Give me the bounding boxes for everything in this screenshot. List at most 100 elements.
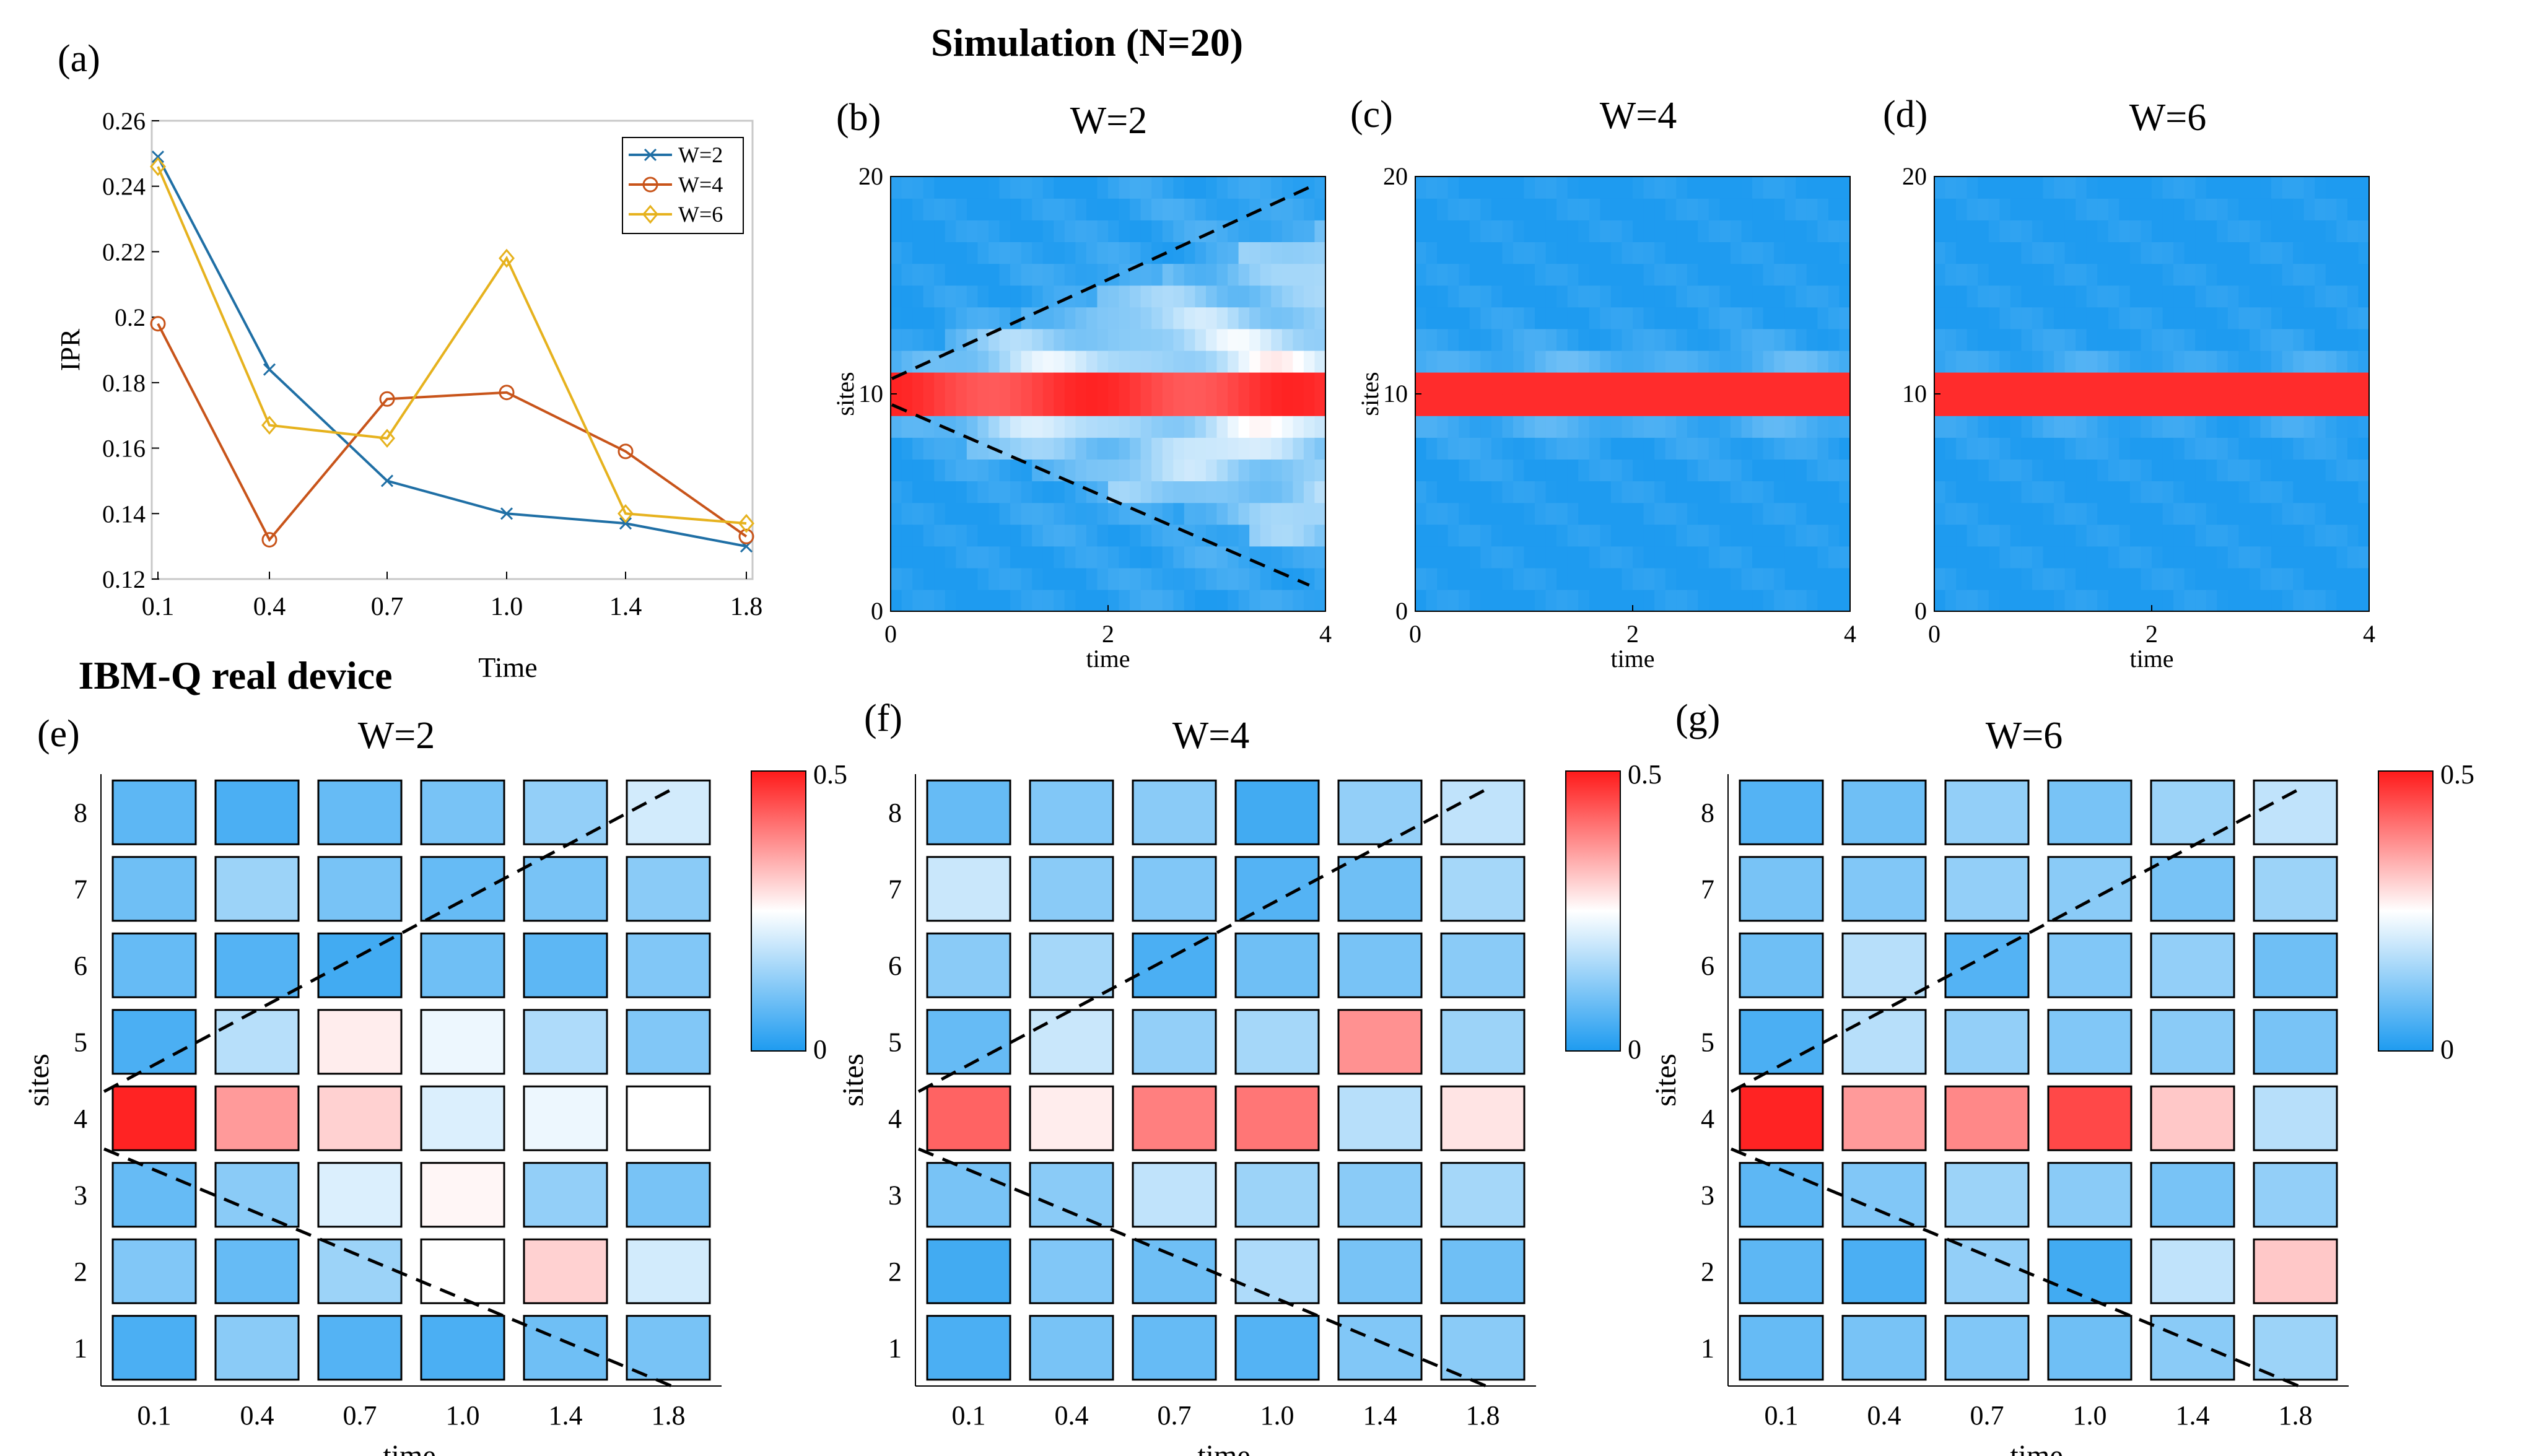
sim-heatmap-cell	[1687, 416, 1698, 438]
sim-heatmap-cell	[1249, 567, 1261, 590]
sim-heatmap-cell	[1271, 394, 1283, 416]
sim-heatmap-cell	[1238, 177, 1250, 199]
sim-heatmap-cell	[2217, 198, 2229, 220]
sim-heatmap-cell	[2119, 242, 2131, 264]
sim-heatmap-cell	[1228, 481, 1239, 503]
sim-heatmap-cell	[1447, 437, 1459, 460]
sim-heatmap-cell	[1513, 502, 1525, 525]
sim-heatmap-cell	[2260, 416, 2272, 438]
sim-heatmap-cell	[2238, 546, 2250, 569]
sim-heatmap-cell	[912, 567, 924, 590]
sim-heatmap-cell	[1459, 263, 1470, 286]
sim-heatmap-cell	[1173, 307, 1185, 329]
sim-heatmap-cell	[1097, 220, 1109, 242]
sim-heatmap-cell	[2141, 416, 2152, 438]
sim-heatmap-cell	[1415, 328, 1427, 351]
sim-heatmap-cell	[1665, 416, 1677, 438]
sim-heatmap-cell	[1303, 285, 1316, 308]
sim-heatmap-cell	[1988, 567, 2000, 590]
sim-heatmap-cell	[1934, 481, 1946, 503]
sim-heatmap-cell	[1130, 416, 1142, 438]
device-heatmap-cell	[2047, 779, 2133, 845]
sim-heatmap-cell	[1459, 198, 1470, 220]
sim-heatmap-cell	[1567, 350, 1579, 373]
sim-heatmap-cell	[2043, 372, 2054, 395]
sim-heatmap-cell	[1978, 394, 1989, 416]
sim-heatmap-cell	[2206, 242, 2217, 264]
sim-heatmap-cell	[1021, 242, 1032, 264]
sim-heatmap-cell	[1075, 177, 1087, 199]
sim-heatmap-cell	[1216, 350, 1228, 373]
light-cone-upper	[917, 788, 1487, 1093]
colorbar-max-label: 0.5	[2440, 759, 2474, 790]
sim-heatmap-cell	[1741, 394, 1753, 416]
sim-heatmap-cell	[1480, 589, 1492, 611]
sim-heatmap-cell	[1459, 242, 1470, 264]
sim-heatmap-cell	[1108, 546, 1120, 569]
device-heatmap-cell	[1337, 856, 1423, 922]
sim-heatmap-cell	[1524, 220, 1535, 242]
sim-heatmap-cell	[901, 394, 913, 416]
sim-heatmap-cell	[1643, 307, 1655, 329]
sim-heatmap-cell	[1999, 285, 2011, 308]
sim-heatmap-cell	[1839, 263, 1850, 286]
sim-heatmap-cell	[1075, 242, 1087, 264]
sim-heatmap-cell	[1741, 546, 1753, 569]
sim-heatmap-cell	[1622, 394, 1633, 416]
sim-heatmap-cell	[2249, 394, 2261, 416]
sim-heatmap-cell	[1643, 198, 1655, 220]
sim-heatmap-cell	[1600, 546, 1612, 569]
sim-heatmap-cell	[2206, 502, 2217, 525]
sim-heatmap-cell	[2325, 416, 2338, 438]
sim-heatmap-cell	[1610, 285, 1623, 308]
sim-heatmap-cell	[977, 220, 989, 242]
ipr-legend: W=2W=4W=6	[622, 137, 744, 234]
device-heatmap-cell	[1944, 1315, 2030, 1381]
sim-heatmap-cell	[1437, 459, 1449, 482]
sim-heatmap-cell	[2173, 502, 2185, 525]
sim-heatmap-cell	[1119, 502, 1130, 525]
sim-heatmap-cell	[891, 394, 902, 416]
sim-heatmap-cell	[1719, 350, 1731, 373]
sim-heatmap-cell	[1140, 263, 1152, 286]
sim-heatmap-cell	[1119, 394, 1130, 416]
sim-heatmap-cell	[1205, 589, 1218, 611]
sim-heatmap-cell	[1097, 437, 1109, 460]
sim-heatmap-cell	[2064, 567, 2076, 590]
sim-heatmap-cell	[1086, 220, 1098, 242]
device-y-tick-label: 8	[1701, 798, 1714, 828]
sim-heatmap-cell	[1578, 328, 1590, 351]
sim-heatmap-cell	[1260, 524, 1272, 547]
sim-heatmap-cell	[2195, 307, 2207, 329]
sim-heatmap-cell	[1469, 546, 1481, 569]
sim-heatmap-cell	[1817, 177, 1829, 199]
device-heatmap-cell	[2253, 1315, 2338, 1381]
sim-heatmap-cell	[1437, 263, 1449, 286]
sim-heatmap-cell	[1108, 416, 1120, 438]
sim-heatmap-cell	[1567, 567, 1579, 590]
sim-heatmap-cell	[1945, 263, 1957, 286]
sim-heatmap-cell	[1260, 567, 1272, 590]
sim-heatmap-cell	[1610, 502, 1623, 525]
sim-heatmap-cell	[2195, 481, 2207, 503]
sim-heatmap-cell	[1032, 502, 1044, 525]
sim-heatmap-cell	[1491, 263, 1503, 286]
sim-heatmap-cell	[1741, 198, 1753, 220]
sim-y-axis-label: sites	[1356, 372, 1384, 416]
sim-heatmap-cell	[1513, 285, 1525, 308]
colorbar	[2378, 770, 2434, 1052]
sim-heatmap-cell	[1828, 220, 1840, 242]
sim-heatmap-cell	[1763, 177, 1775, 199]
sim-heatmap-cell	[1205, 328, 1218, 351]
sim-heatmap-cell	[1956, 307, 1968, 329]
sim-heatmap-cell	[1806, 198, 1818, 220]
sim-heatmap-cell	[956, 328, 967, 351]
sim-heatmap-cell	[1817, 220, 1829, 242]
sim-heatmap-cell	[2217, 350, 2229, 373]
sim-heatmap-cell	[2032, 328, 2044, 351]
ipr-y-tick-label: 0.24	[102, 173, 146, 201]
sim-heatmap-cell	[2097, 177, 2109, 199]
sim-heatmap-cell	[2217, 567, 2229, 590]
sim-heatmap-cell	[1708, 416, 1721, 438]
sim-heatmap-cell	[2293, 546, 2305, 569]
